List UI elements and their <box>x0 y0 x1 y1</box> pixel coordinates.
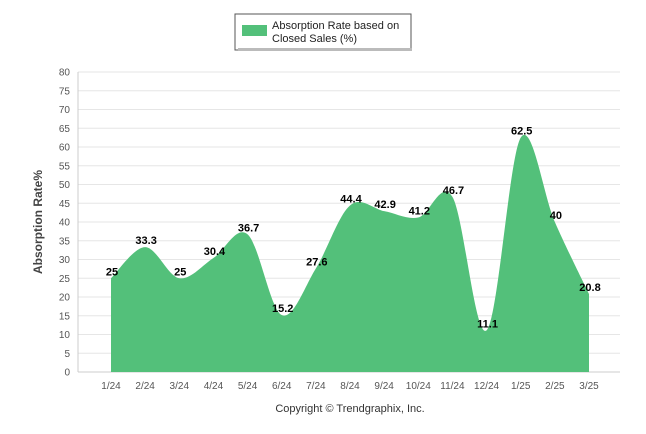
y-tick-label: 0 <box>64 368 70 379</box>
x-tick-label: 2/24 <box>135 381 155 392</box>
x-tick-label: 12/24 <box>474 381 499 392</box>
x-tick-label: 1/24 <box>101 381 121 392</box>
data-label: 42.9 <box>374 199 395 211</box>
y-tick-label: 10 <box>59 330 71 341</box>
x-axis-ticks: 1/24 2/24 3/24 4/24 5/24 6/24 7/24 8/24 9/24 10/2… <box>101 381 599 392</box>
y-tick-label: 75 <box>59 86 71 97</box>
x-tick-label: 2/25 <box>545 381 565 392</box>
data-label: 62.5 <box>511 126 532 138</box>
x-tick-label: 9/24 <box>374 381 394 392</box>
series-area <box>110 134 590 372</box>
data-label: 25 <box>106 266 118 278</box>
data-label: 41.2 <box>409 206 430 218</box>
data-label: 25 <box>174 266 186 278</box>
y-tick-label: 30 <box>59 255 71 266</box>
legend-shadow <box>238 48 412 51</box>
y-tick-label: 25 <box>59 274 71 285</box>
data-label: 27.6 <box>306 257 327 269</box>
y-tick-label: 35 <box>59 236 71 247</box>
y-tick-label: 50 <box>59 180 71 191</box>
copyright-text: Copyright © Trendgraphix, Inc. <box>275 403 424 415</box>
data-labels: 25 33.3 25 30.4 36.7 15.2 27.6 44.4 42.9 41.2 46.7… <box>106 126 601 331</box>
data-label: 15.2 <box>272 303 293 315</box>
x-tick-label: 1/25 <box>511 381 531 392</box>
x-tick-label: 11/24 <box>440 381 465 392</box>
data-label: 30.4 <box>204 246 226 258</box>
data-label: 46.7 <box>443 185 464 197</box>
y-axis-title: Absorption Rate% <box>31 170 45 274</box>
y-tick-label: 65 <box>59 124 71 135</box>
y-tick-label: 40 <box>59 218 71 229</box>
y-tick-label: 70 <box>59 105 71 116</box>
y-axis-ticks: 0 5 10 15 20 25 30 35 40 45 50 55 60 65 70 75 80 <box>59 68 71 379</box>
x-tick-label: 8/24 <box>340 381 360 392</box>
x-tick-label: 5/24 <box>238 381 258 392</box>
legend: Absorption Rate based on Closed Sales (%… <box>234 13 412 51</box>
legend-label-line2: Closed Sales (%) <box>272 33 357 45</box>
x-tick-label: 6/24 <box>272 381 292 392</box>
x-tick-label: 10/24 <box>406 381 431 392</box>
y-tick-label: 55 <box>59 161 71 172</box>
data-label: 11.1 <box>477 318 498 330</box>
y-tick-label: 5 <box>64 349 70 360</box>
legend-swatch <box>242 25 267 36</box>
data-label: 40 <box>550 210 562 222</box>
area-fill <box>111 134 589 372</box>
data-label: 33.3 <box>135 235 156 247</box>
y-tick-label: 15 <box>59 311 71 322</box>
y-tick-label: 80 <box>59 68 71 79</box>
data-label: 20.8 <box>579 282 600 294</box>
y-tick-label: 60 <box>59 143 71 154</box>
data-label: 36.7 <box>238 222 259 234</box>
legend-label-line1: Absorption Rate based on <box>272 20 399 32</box>
y-tick-label: 20 <box>59 293 71 304</box>
x-tick-label: 3/25 <box>579 381 599 392</box>
x-tick-label: 7/24 <box>306 381 326 392</box>
y-tick-label: 45 <box>59 199 71 210</box>
x-tick-label: 3/24 <box>170 381 190 392</box>
data-label: 44.4 <box>340 194 362 206</box>
x-tick-label: 4/24 <box>204 381 224 392</box>
